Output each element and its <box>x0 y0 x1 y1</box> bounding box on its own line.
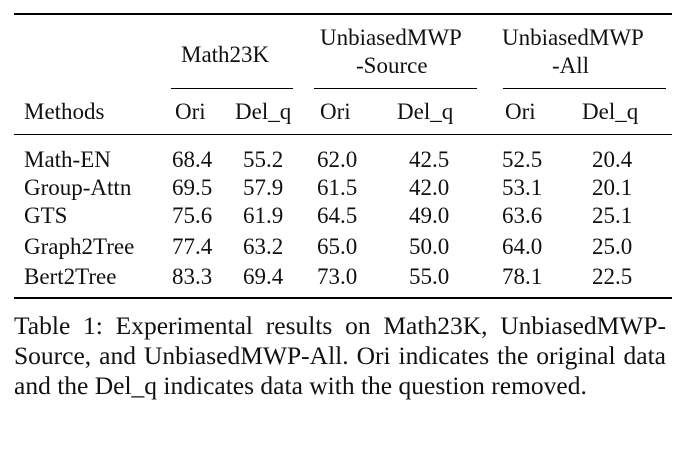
group-rule-math23k <box>171 88 293 89</box>
cell-value: 53.1 <box>502 175 543 200</box>
cell-value: 50.0 <box>409 234 450 259</box>
bottom-rule <box>14 297 672 299</box>
cell-value: 20.4 <box>592 147 633 172</box>
group-rule-unbiased-source <box>314 88 477 89</box>
group-header-math23k: Math23K <box>181 42 270 67</box>
group-header-unbiased-all-line2: -All <box>552 53 590 78</box>
cell-value: 55.0 <box>409 264 450 289</box>
method-name: Graph2Tree <box>24 234 135 259</box>
cell-value: 25.0 <box>592 234 633 259</box>
cell-value: 62.0 <box>317 147 358 172</box>
method-name: GTS <box>24 203 68 228</box>
cell-value: 64.0 <box>502 234 543 259</box>
subheader-ori: Ori <box>175 99 206 124</box>
group-header-unbiased-source-line2: -Source <box>356 53 428 78</box>
subheader-ori: Ori <box>505 99 536 124</box>
group-header-unbiased-source-line1: UnbiasedMWP <box>320 25 462 50</box>
subheader-del-q: Del_q <box>582 99 639 124</box>
subheader-del-q: Del_q <box>397 99 454 124</box>
cell-value: 69.4 <box>243 264 284 289</box>
group-header-unbiased-all-line1: UnbiasedMWP <box>502 25 644 50</box>
cell-value: 22.5 <box>592 264 633 289</box>
cell-value: 25.1 <box>592 203 633 228</box>
subheader-del-q: Del_q <box>235 99 292 124</box>
cell-value: 65.0 <box>317 234 358 259</box>
cell-value: 52.5 <box>502 147 543 172</box>
cell-value: 49.0 <box>409 203 450 228</box>
cell-value: 78.1 <box>502 264 543 289</box>
cell-value: 73.0 <box>317 264 358 289</box>
table-caption: Table 1: Experimental results on Math23K… <box>14 311 666 400</box>
cell-value: 55.2 <box>243 147 284 172</box>
cell-value: 42.0 <box>409 175 450 200</box>
cell-value: 64.5 <box>317 203 358 228</box>
group-rule-unbiased-all <box>503 88 666 89</box>
method-name: Group-Attn <box>24 175 132 200</box>
subheader-ori: Ori <box>320 99 351 124</box>
cell-value: 57.9 <box>243 175 284 200</box>
cell-value: 20.1 <box>592 175 633 200</box>
methods-header: Methods <box>24 99 105 124</box>
cell-value: 77.4 <box>172 234 213 259</box>
cell-value: 63.6 <box>502 203 543 228</box>
top-rule <box>14 13 672 15</box>
method-name: Math-EN <box>24 147 111 172</box>
cell-value: 61.9 <box>243 203 284 228</box>
cell-value: 42.5 <box>409 147 450 172</box>
cell-value: 83.3 <box>172 264 213 289</box>
cell-value: 75.6 <box>172 203 213 228</box>
cell-value: 69.5 <box>172 175 213 200</box>
cell-value: 68.4 <box>172 147 213 172</box>
cell-value: 61.5 <box>317 175 358 200</box>
header-rule <box>14 134 672 135</box>
cell-value: 63.2 <box>243 234 284 259</box>
method-name: Bert2Tree <box>24 264 117 289</box>
